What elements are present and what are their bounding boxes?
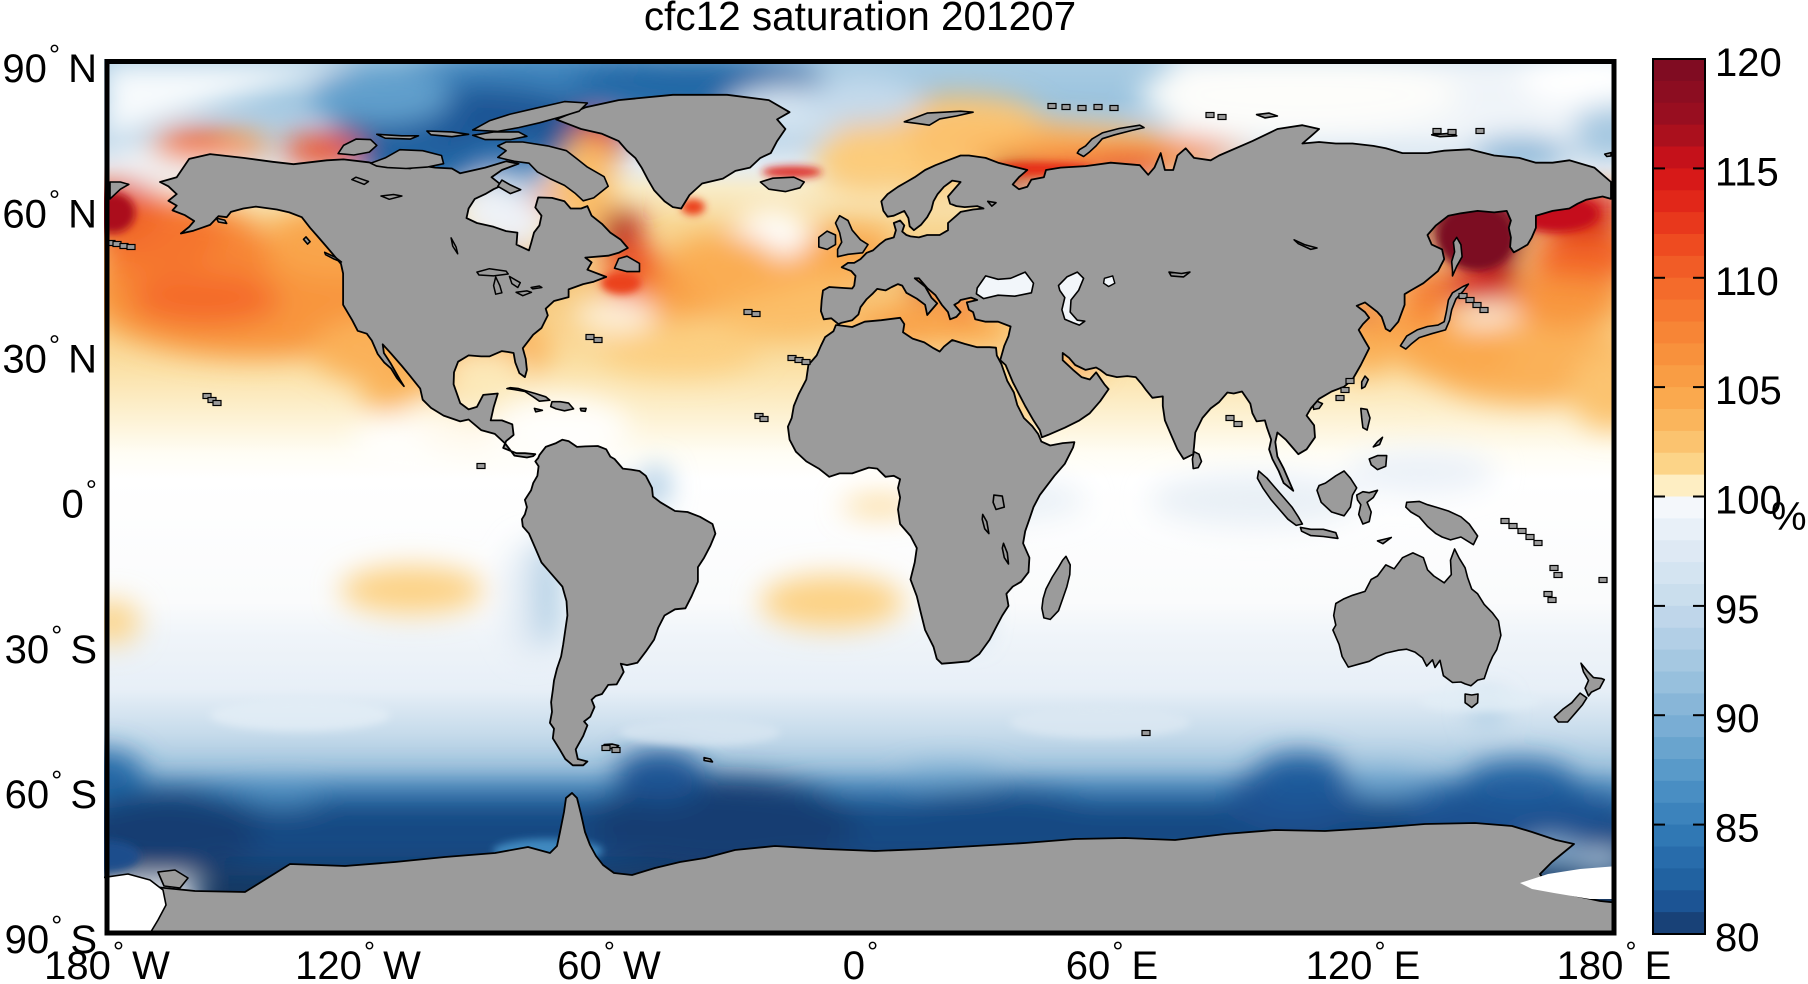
svg-text:120: 120 xyxy=(1715,41,1782,85)
svg-text:90° S: 90° S xyxy=(5,910,97,962)
svg-text:120° W: 120° W xyxy=(295,936,421,984)
svg-text:%: % xyxy=(1771,495,1807,539)
svg-text:90: 90 xyxy=(1715,697,1760,741)
svg-text:180° W: 180° W xyxy=(44,936,170,984)
svg-text:115: 115 xyxy=(1715,150,1779,194)
svg-text:105: 105 xyxy=(1715,369,1782,413)
svg-text:100: 100 xyxy=(1715,479,1782,523)
svg-text:80: 80 xyxy=(1715,916,1760,960)
svg-text:120° E: 120° E xyxy=(1306,936,1421,984)
svg-text:180° E: 180° E xyxy=(1557,936,1672,984)
svg-text:95: 95 xyxy=(1715,588,1760,632)
svg-text:85: 85 xyxy=(1715,807,1760,851)
svg-text:110: 110 xyxy=(1715,260,1779,304)
svg-text:cfc12 saturation 201207: cfc12 saturation 201207 xyxy=(644,0,1076,39)
